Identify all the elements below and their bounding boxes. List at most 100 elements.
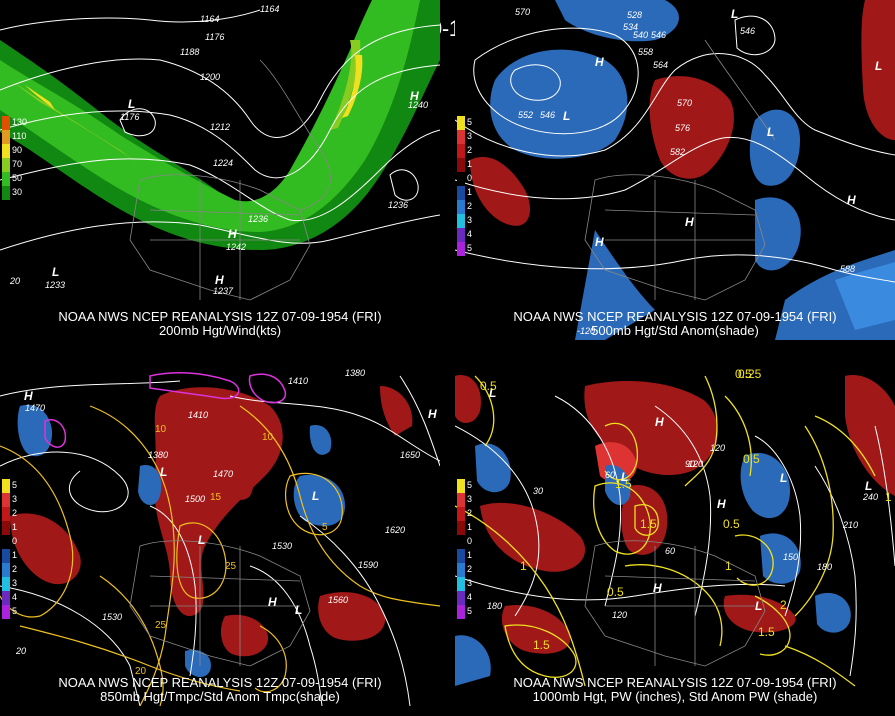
svg-text:564: 564 <box>653 60 668 70</box>
svg-text:1380: 1380 <box>148 450 168 460</box>
svg-text:120: 120 <box>688 459 703 469</box>
svg-text:L: L <box>295 603 302 617</box>
panel-200mb: 1164 1164 1176 1188 1200 1212 1224 1236 1236… <box>0 0 440 340</box>
svg-text:0.5: 0.5 <box>735 367 752 381</box>
svg-text:150: 150 <box>783 552 798 562</box>
svg-text:L: L <box>875 59 882 73</box>
svg-text:1212: 1212 <box>210 122 230 132</box>
svg-text:1188: 1188 <box>180 47 199 57</box>
svg-text:552: 552 <box>518 110 533 120</box>
svg-text:1590: 1590 <box>358 560 378 570</box>
legend-200mb: 130 110 90 70 50 30 <box>2 116 32 200</box>
panel-1000mb-pw: 0.5 0.5 0.25 1.5 1.5 0.5 0.5 0.5 1 1 1.5 1.5 2… <box>455 366 895 706</box>
svg-text:1233: 1233 <box>45 280 65 290</box>
svg-text:0.5: 0.5 <box>480 379 497 393</box>
svg-text:1: 1 <box>520 559 527 573</box>
svg-text:H: H <box>428 407 437 421</box>
svg-text:H: H <box>268 595 277 609</box>
svg-text:1.5: 1.5 <box>533 638 550 652</box>
svg-text:L: L <box>52 265 59 279</box>
svg-text:60: 60 <box>665 546 675 556</box>
svg-text:60: 60 <box>605 470 615 480</box>
svg-text:576: 576 <box>675 123 690 133</box>
svg-text:H: H <box>655 415 664 429</box>
svg-text:1164: 1164 <box>260 4 279 14</box>
svg-text:210: 210 <box>842 520 858 530</box>
svg-text:5: 5 <box>322 522 328 533</box>
map-200mb: 1164 1164 1176 1188 1200 1212 1224 1236 1236… <box>0 0 440 301</box>
svg-text:-120: -120 <box>577 326 595 336</box>
svg-text:H: H <box>410 89 419 103</box>
svg-text:H: H <box>228 227 237 241</box>
svg-text:1176: 1176 <box>120 112 139 122</box>
svg-text:1380: 1380 <box>345 368 365 378</box>
svg-text:120: 120 <box>612 610 627 620</box>
caption-line1: NOAA NWS NCEP REANALYSIS 12Z 07-09-1954 … <box>58 675 382 690</box>
svg-text:1530: 1530 <box>272 541 292 551</box>
svg-text:588: 588 <box>840 264 855 274</box>
map-850mb: 1470 1380 1410 1500 1530 1590 1620 1650 1560… <box>0 368 440 706</box>
legend-1000mb-pw: 5 3 2 1 0 1 2 3 4 5 <box>457 479 487 619</box>
svg-text:H: H <box>595 235 604 249</box>
svg-text:L: L <box>160 465 167 479</box>
svg-text:H: H <box>215 273 224 287</box>
svg-text:20: 20 <box>15 646 26 656</box>
svg-text:90: 90 <box>685 459 695 469</box>
svg-text:0.5: 0.5 <box>723 517 740 531</box>
svg-text:540: 540 <box>633 30 648 40</box>
svg-text:240: 240 <box>862 492 878 502</box>
svg-text:570: 570 <box>677 98 692 108</box>
svg-text:1236: 1236 <box>248 214 268 224</box>
svg-text:1530: 1530 <box>102 612 122 622</box>
svg-text:1470: 1470 <box>213 469 233 479</box>
svg-text:582: 582 <box>670 147 685 157</box>
svg-text:1560: 1560 <box>328 595 348 605</box>
svg-text:1242: 1242 <box>226 242 246 252</box>
svg-text:L: L <box>563 109 570 123</box>
svg-text:L: L <box>755 599 762 613</box>
svg-text:1200: 1200 <box>200 72 220 82</box>
caption-line2: 200mb Hgt/Wind(kts) <box>158 323 282 338</box>
svg-text:1164: 1164 <box>200 14 219 24</box>
svg-text:10: 10 <box>155 424 167 435</box>
svg-text:0.5: 0.5 <box>743 452 760 466</box>
svg-text:1470: 1470 <box>25 403 45 413</box>
caption-line1: NOAA NWS NCEP REANALYSIS 12Z 07-09-1954 … <box>513 309 837 324</box>
svg-text:L: L <box>312 489 319 503</box>
svg-text:H: H <box>717 497 726 511</box>
panel-500mb: 570 528 534 540 546 558 564 570 576 582 552 54… <box>455 0 895 340</box>
svg-text:1.5: 1.5 <box>615 477 632 491</box>
svg-text:1620: 1620 <box>385 525 405 535</box>
svg-text:15: 15 <box>210 492 222 503</box>
svg-text:H: H <box>595 55 604 69</box>
svg-text:546: 546 <box>540 110 555 120</box>
svg-text:534: 534 <box>623 22 638 32</box>
svg-text:1176: 1176 <box>205 32 224 42</box>
svg-text:1: 1 <box>885 490 892 504</box>
caption-line2: 1000mb Hgt, PW (inches), Std Anom PW (sh… <box>532 689 818 704</box>
svg-text:2: 2 <box>780 598 787 612</box>
svg-text:L: L <box>731 7 738 21</box>
svg-text:120: 120 <box>710 443 725 453</box>
svg-text:20: 20 <box>135 666 147 677</box>
svg-text:30: 30 <box>533 486 543 496</box>
svg-text:1: 1 <box>725 559 732 573</box>
svg-text:0.5: 0.5 <box>607 585 624 599</box>
svg-text:558: 558 <box>638 47 653 57</box>
svg-text:L: L <box>489 386 496 400</box>
svg-text:1240: 1240 <box>408 100 428 110</box>
svg-text:1237: 1237 <box>213 286 234 296</box>
svg-text:L: L <box>865 479 872 493</box>
svg-text:25: 25 <box>155 620 167 631</box>
svg-text:1224: 1224 <box>213 158 233 168</box>
caption-line2: 850mb Hgt/Tmpc/Std Anom Tmpc(shade) <box>100 689 340 704</box>
caption-line1: NOAA NWS NCEP REANALYSIS 12Z 07-09-1954 … <box>513 675 837 690</box>
legend-500mb: 5 3 2 1 0 1 2 3 4 5 <box>457 116 487 256</box>
svg-text:L: L <box>128 97 135 111</box>
svg-text:20: 20 <box>9 276 20 286</box>
svg-text:180: 180 <box>817 562 832 572</box>
svg-text:0.25: 0.25 <box>738 367 762 381</box>
svg-text:1.5: 1.5 <box>640 517 657 531</box>
svg-text:546: 546 <box>651 30 666 40</box>
